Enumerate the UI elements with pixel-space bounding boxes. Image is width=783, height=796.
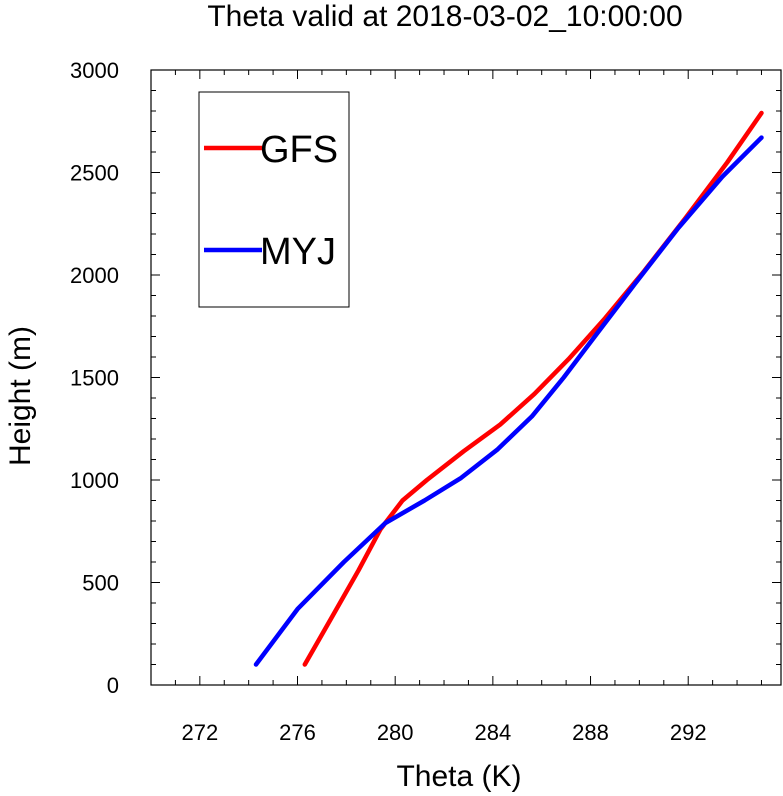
series-lines	[253, 110, 764, 667]
y-tick-label: 3000	[70, 58, 119, 83]
y-axis: 0 500 1000 1500 2000 2500 3000	[70, 58, 781, 698]
legend-box	[198, 91, 350, 308]
series-line-gfs	[302, 110, 764, 667]
y-tick-label: 2500	[70, 161, 119, 186]
x-tick-label: 288	[572, 720, 609, 745]
x-tick-label: 280	[377, 720, 414, 745]
x-tick-label: 276	[279, 720, 316, 745]
x-tick-label: 284	[475, 720, 512, 745]
y-tick-label: 2000	[70, 263, 119, 288]
chart-title: Theta valid at 2018-03-02_10:00:00	[207, 0, 682, 33]
legend-label-gfs: GFS	[260, 129, 338, 171]
y-tick-label: 1500	[70, 366, 119, 391]
y-tick-label: 1000	[70, 468, 119, 493]
x-tick-label: 272	[181, 720, 218, 745]
legend: GFS MYJ	[198, 91, 350, 308]
x-tick-label: 292	[670, 720, 707, 745]
series-line-myj	[253, 135, 764, 667]
y-tick-label: 0	[107, 673, 119, 698]
x-axis: 272 276 280 284 288 292	[150, 70, 762, 745]
x-axis-label: Theta (K)	[396, 760, 521, 793]
y-tick-label: 500	[82, 571, 119, 596]
y-axis-label: Height (m)	[4, 326, 37, 466]
legend-label-myj: MYJ	[260, 231, 336, 273]
